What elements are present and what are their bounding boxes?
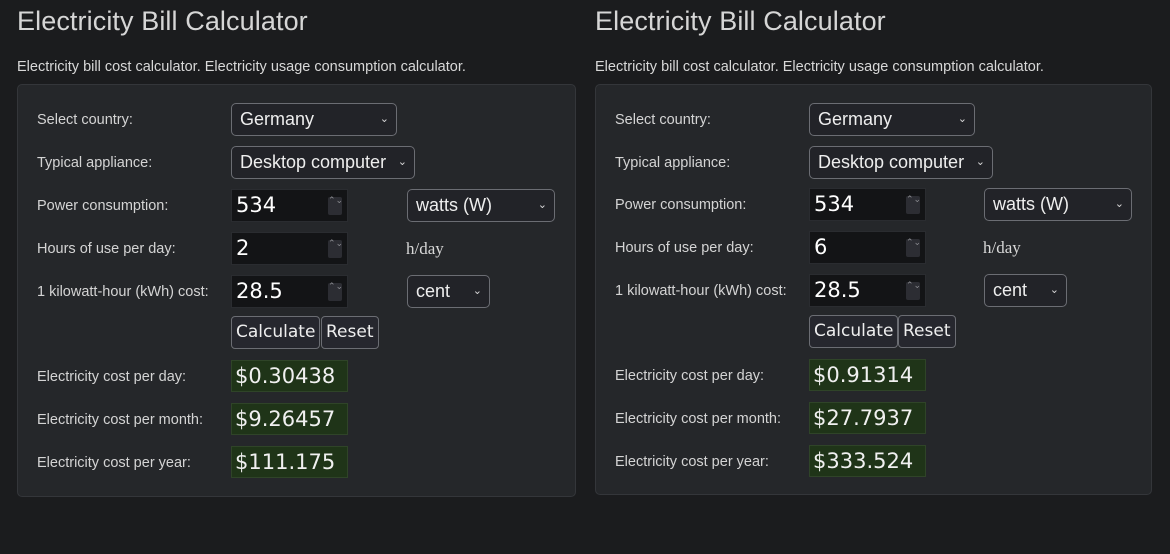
appliance-label: Typical appliance: (615, 155, 731, 171)
chevron-down-icon: ⌄ (957, 113, 967, 125)
result-day-row: Electricity cost per day: $0.91314 (596, 359, 1151, 393)
hours-input[interactable]: 2 ⌃⌄ (231, 232, 348, 265)
chevron-down-icon: ⌄ (379, 113, 389, 125)
kwh-cost-label: 1 kilowatt-hour (kWh) cost: (37, 284, 209, 300)
appliance-select[interactable]: Desktop computer ⌄ (231, 146, 415, 179)
currency-unit-value: cent (993, 280, 1028, 300)
power-unit-select[interactable]: watts (W) ⌄ (407, 189, 555, 222)
power-label: Power consumption: (37, 198, 169, 214)
power-label: Power consumption: (615, 197, 747, 213)
hours-unit: h/day (406, 239, 444, 258)
country-label: Select country: (615, 112, 711, 128)
currency-unit-select[interactable]: cent ⌄ (984, 274, 1067, 307)
power-input[interactable]: 534 ⌃⌄ (231, 189, 348, 222)
power-row: Power consumption: 534 ⌃⌄ watts (W) ⌄ (596, 188, 1151, 222)
result-month-value: $27.7937 (809, 402, 926, 434)
hours-unit: h/day (983, 238, 1021, 257)
hours-input[interactable]: 6 ⌃⌄ (809, 231, 926, 264)
appliance-row: Typical appliance: Desktop computer ⌄ (18, 146, 575, 180)
hours-row: Hours of use per day: 2 ⌃⌄ h/day (18, 232, 575, 266)
country-value: Germany (818, 109, 893, 129)
chevron-down-icon: ⌄ (975, 156, 985, 168)
kwh-cost-value: 28.5 (814, 278, 861, 302)
power-value: 534 (236, 193, 277, 217)
kwh-cost-value: 28.5 (236, 279, 283, 303)
appliance-label: Typical appliance: (37, 155, 153, 171)
chevron-down-icon: ⌄ (537, 199, 547, 211)
result-year-value: $111.175 (231, 446, 348, 478)
chevron-down-icon: ⌄ (397, 156, 407, 168)
hours-label: Hours of use per day: (37, 241, 176, 257)
result-day-label: Electricity cost per day: (37, 369, 187, 385)
result-year-row: Electricity cost per year: $111.175 (18, 446, 575, 480)
result-day-value: $0.30438 (231, 360, 348, 392)
buttons-row: Calculate Reset (596, 315, 1151, 349)
country-row: Select country: Germany ⌄ (596, 103, 1151, 137)
hours-value: 6 (814, 235, 828, 259)
result-month-label: Electricity cost per month: (615, 411, 781, 427)
country-select[interactable]: Germany ⌄ (231, 103, 397, 136)
page-subtitle: Electricity bill cost calculator. Electr… (17, 59, 466, 75)
result-day-row: Electricity cost per day: $0.30438 (18, 360, 575, 394)
spinner-icon[interactable]: ⌃⌄ (328, 197, 343, 215)
calculate-button[interactable]: Calculate (809, 315, 899, 348)
kwh-cost-row: 1 kilowatt-hour (kWh) cost: 28.5 ⌃⌄ cent… (596, 274, 1151, 308)
country-row: Select country: Germany ⌄ (18, 103, 575, 137)
result-month-label: Electricity cost per month: (37, 412, 203, 428)
power-row: Power consumption: 534 ⌃⌄ watts (W) ⌄ (18, 189, 575, 223)
kwh-cost-row: 1 kilowatt-hour (kWh) cost: 28.5 ⌃⌄ cent… (18, 275, 575, 309)
spinner-icon[interactable]: ⌃⌄ (328, 283, 343, 301)
appliance-value: Desktop computer (818, 152, 965, 172)
reset-button[interactable]: Reset (321, 316, 379, 349)
result-month-row: Electricity cost per month: $27.7937 (596, 402, 1151, 436)
spinner-icon[interactable]: ⌃⌄ (328, 240, 343, 258)
result-day-label: Electricity cost per day: (615, 368, 765, 384)
hours-row: Hours of use per day: 6 ⌃⌄ h/day (596, 231, 1151, 265)
result-year-label: Electricity cost per year: (615, 454, 769, 470)
power-value: 534 (814, 192, 855, 216)
page-subtitle: Electricity bill cost calculator. Electr… (595, 59, 1044, 75)
country-label: Select country: (37, 112, 133, 128)
spinner-icon[interactable]: ⌃⌄ (906, 196, 921, 214)
power-unit-value: watts (W) (416, 195, 492, 215)
page-title: Electricity Bill Calculator (17, 6, 308, 36)
country-value: Germany (240, 109, 315, 129)
country-select[interactable]: Germany ⌄ (809, 103, 975, 136)
calculator-panel: Select country: Germany ⌄ Typical applia… (17, 84, 576, 497)
result-day-value: $0.91314 (809, 359, 926, 391)
result-month-value: $9.26457 (231, 403, 348, 435)
reset-button[interactable]: Reset (898, 315, 956, 348)
currency-unit-select[interactable]: cent ⌄ (407, 275, 490, 308)
appliance-row: Typical appliance: Desktop computer ⌄ (596, 146, 1151, 180)
result-month-row: Electricity cost per month: $9.26457 (18, 403, 575, 437)
result-year-row: Electricity cost per year: $333.524 (596, 445, 1151, 479)
hours-label: Hours of use per day: (615, 240, 754, 256)
spinner-icon[interactable]: ⌃⌄ (906, 282, 921, 300)
result-year-label: Electricity cost per year: (37, 455, 191, 471)
hours-value: 2 (236, 236, 250, 260)
power-unit-select[interactable]: watts (W) ⌄ (984, 188, 1132, 221)
calculate-button[interactable]: Calculate (231, 316, 321, 349)
appliance-value: Desktop computer (240, 152, 387, 172)
power-input[interactable]: 534 ⌃⌄ (809, 188, 926, 221)
power-unit-value: watts (W) (993, 194, 1069, 214)
spinner-icon[interactable]: ⌃⌄ (906, 239, 921, 257)
calculator-panel: Select country: Germany ⌄ Typical applia… (595, 84, 1152, 495)
chevron-down-icon: ⌄ (1049, 284, 1059, 296)
chevron-down-icon: ⌄ (1114, 198, 1124, 210)
currency-unit-value: cent (416, 281, 451, 301)
page-title: Electricity Bill Calculator (595, 6, 886, 36)
kwh-cost-label: 1 kilowatt-hour (kWh) cost: (615, 283, 787, 299)
result-year-value: $333.524 (809, 445, 926, 477)
kwh-cost-input[interactable]: 28.5 ⌃⌄ (231, 275, 348, 308)
appliance-select[interactable]: Desktop computer ⌄ (809, 146, 993, 179)
buttons-row: Calculate Reset (18, 316, 575, 350)
chevron-down-icon: ⌄ (472, 285, 482, 297)
kwh-cost-input[interactable]: 28.5 ⌃⌄ (809, 274, 926, 307)
